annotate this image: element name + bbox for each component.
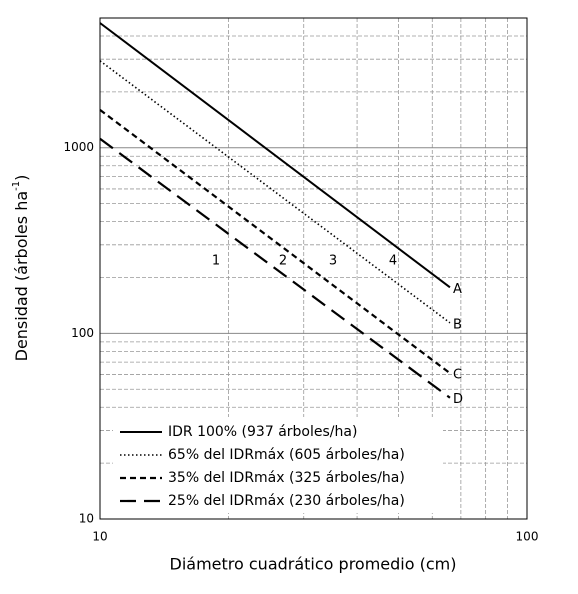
zone-label: 4 xyxy=(389,254,397,269)
series-end-label: D xyxy=(453,392,463,407)
series-end-label: B xyxy=(453,317,462,332)
y-tick-label: 100 xyxy=(71,326,94,340)
series-end-label: C xyxy=(453,368,462,383)
zone-label: 1 xyxy=(212,254,220,269)
x-tick-label: 10 xyxy=(92,530,107,544)
y-title-suffix: ) xyxy=(12,175,31,181)
legend-label: 65% del IDRmáx (605 árboles/ha) xyxy=(168,447,405,463)
series-line xyxy=(99,22,451,289)
series-line xyxy=(99,137,451,399)
legend-label: IDR 100% (937 árboles/ha) xyxy=(168,424,357,440)
zone-label: 2 xyxy=(279,254,287,269)
plot-frame xyxy=(99,17,528,520)
y-tick-label: 1000 xyxy=(63,140,94,154)
series-line xyxy=(99,108,451,375)
legend-label: 25% del IDRmáx (230 árboles/ha) xyxy=(168,493,405,509)
series-end-label: A xyxy=(453,282,462,297)
series-line xyxy=(99,60,451,324)
y-tick-label: 10 xyxy=(79,512,94,526)
y-title-sup: -1 xyxy=(11,181,22,191)
legend-box xyxy=(113,417,443,513)
zone-label: 3 xyxy=(329,254,337,269)
x-tick-label: 100 xyxy=(516,530,539,544)
y-axis-title: Densidad (árboles ha-1) xyxy=(11,175,31,362)
y-title-text: Densidad (árboles ha xyxy=(12,191,31,362)
x-axis-title: Diámetro cuadrático promedio (cm) xyxy=(170,555,457,574)
legend-label: 35% del IDRmáx (325 árboles/ha) xyxy=(168,470,405,486)
